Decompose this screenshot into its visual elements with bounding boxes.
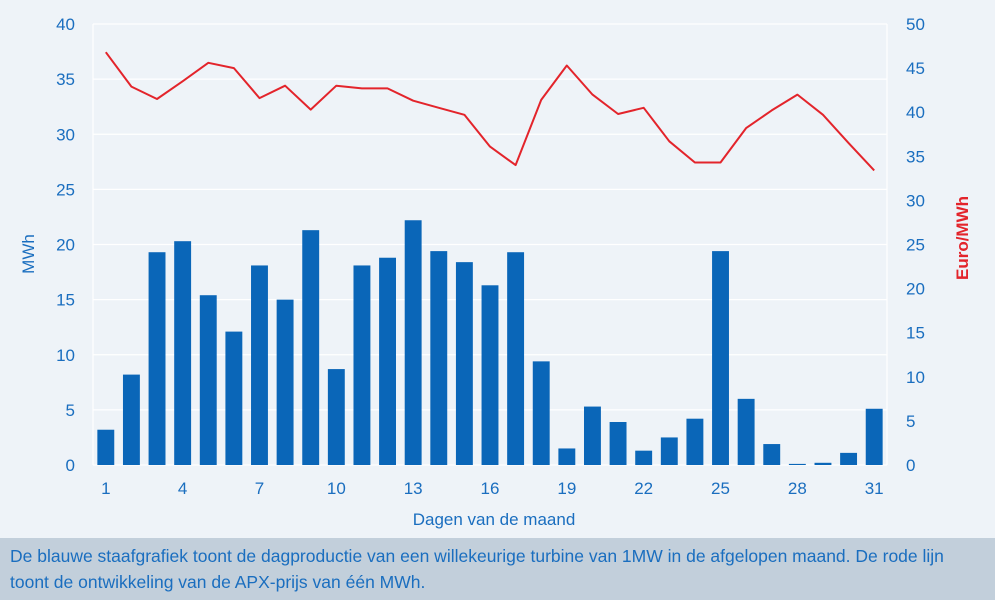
bar (481, 285, 499, 465)
bar (660, 437, 678, 465)
bar (840, 452, 858, 465)
y-tick-label: 5 (66, 401, 75, 420)
y2-tick-label: 10 (906, 368, 925, 387)
bar (97, 429, 115, 465)
x-tick-label: 28 (788, 479, 807, 498)
bar (507, 252, 525, 465)
bar (558, 448, 576, 465)
x-tick-label: 19 (557, 479, 576, 498)
y-tick-label: 15 (56, 291, 75, 310)
bar (532, 361, 550, 465)
bar (353, 265, 371, 465)
y2-tick-label: 35 (906, 147, 925, 166)
bar (327, 369, 345, 465)
y-tick-label: 35 (56, 70, 75, 89)
bar (174, 241, 192, 465)
x-tick-label: 10 (327, 479, 346, 498)
bar (122, 374, 140, 465)
x-tick-label: 13 (404, 479, 423, 498)
y-tick-label: 25 (56, 180, 75, 199)
chart-area: 0 5 10 15 20 25 30 35 40 0 5 10 15 20 25 30 35 40 45 50 1 4… (19, 15, 972, 529)
y2-tick-label: 45 (906, 59, 925, 78)
y2-tick-label: 50 (906, 15, 925, 34)
y-tick-label: 40 (56, 15, 75, 34)
bar (635, 450, 653, 465)
y-tick-label: 0 (66, 456, 75, 475)
x-tick-label: 4 (178, 479, 187, 498)
bar (788, 463, 806, 465)
bar (583, 406, 601, 465)
grid-lines (92, 23, 888, 466)
x-tick-label: 25 (711, 479, 730, 498)
bar-series (97, 220, 883, 465)
chart-caption: De blauwe staafgrafiek toont de dagprodu… (0, 538, 995, 600)
bar (276, 299, 294, 465)
right-axis-ticks: 0 5 10 15 20 25 30 35 40 45 50 (906, 15, 925, 475)
bar (199, 295, 217, 465)
y2-tick-label: 5 (906, 412, 915, 431)
y-axis-label: MWh (19, 234, 38, 274)
x-tick-label: 1 (101, 479, 110, 498)
line-series (104, 51, 875, 172)
y2-tick-label: 30 (906, 191, 925, 210)
bar (225, 331, 243, 465)
bar (251, 265, 268, 465)
x-axis-ticks: 1 4 7 10 13 16 19 22 25 28 31 (101, 479, 884, 498)
x-tick-label: 16 (481, 479, 500, 498)
bar (302, 230, 320, 465)
x-axis-label: Dagen van de maand (413, 510, 576, 529)
y2-tick-label: 20 (906, 280, 925, 299)
combo-chart: 0 5 10 15 20 25 30 35 40 0 5 10 15 20 25 30 35 40 45 50 1 4… (19, 15, 972, 529)
bar (455, 262, 473, 465)
bar (609, 422, 627, 465)
bar (865, 408, 883, 465)
bar (814, 462, 832, 465)
y2-tick-label: 15 (906, 324, 925, 343)
y2-axis-label: Euro/MWh (953, 196, 972, 280)
y-tick-label: 30 (56, 125, 75, 144)
y-tick-label: 10 (56, 346, 75, 365)
y2-tick-label: 40 (906, 103, 925, 122)
bar (148, 252, 166, 465)
x-tick-label: 22 (634, 479, 653, 498)
y2-tick-label: 25 (906, 236, 925, 255)
y2-tick-label: 0 (906, 456, 915, 475)
bar (686, 418, 704, 465)
bar (737, 398, 755, 465)
bar (430, 251, 448, 465)
bar (379, 257, 397, 465)
y-tick-label: 20 (56, 236, 75, 255)
bar (404, 220, 422, 465)
price-line (104, 51, 875, 172)
left-axis-ticks: 0 5 10 15 20 25 30 35 40 (56, 15, 75, 475)
x-tick-label: 7 (255, 479, 264, 498)
bar (763, 444, 781, 465)
x-tick-label: 31 (865, 479, 884, 498)
bar (712, 251, 729, 465)
